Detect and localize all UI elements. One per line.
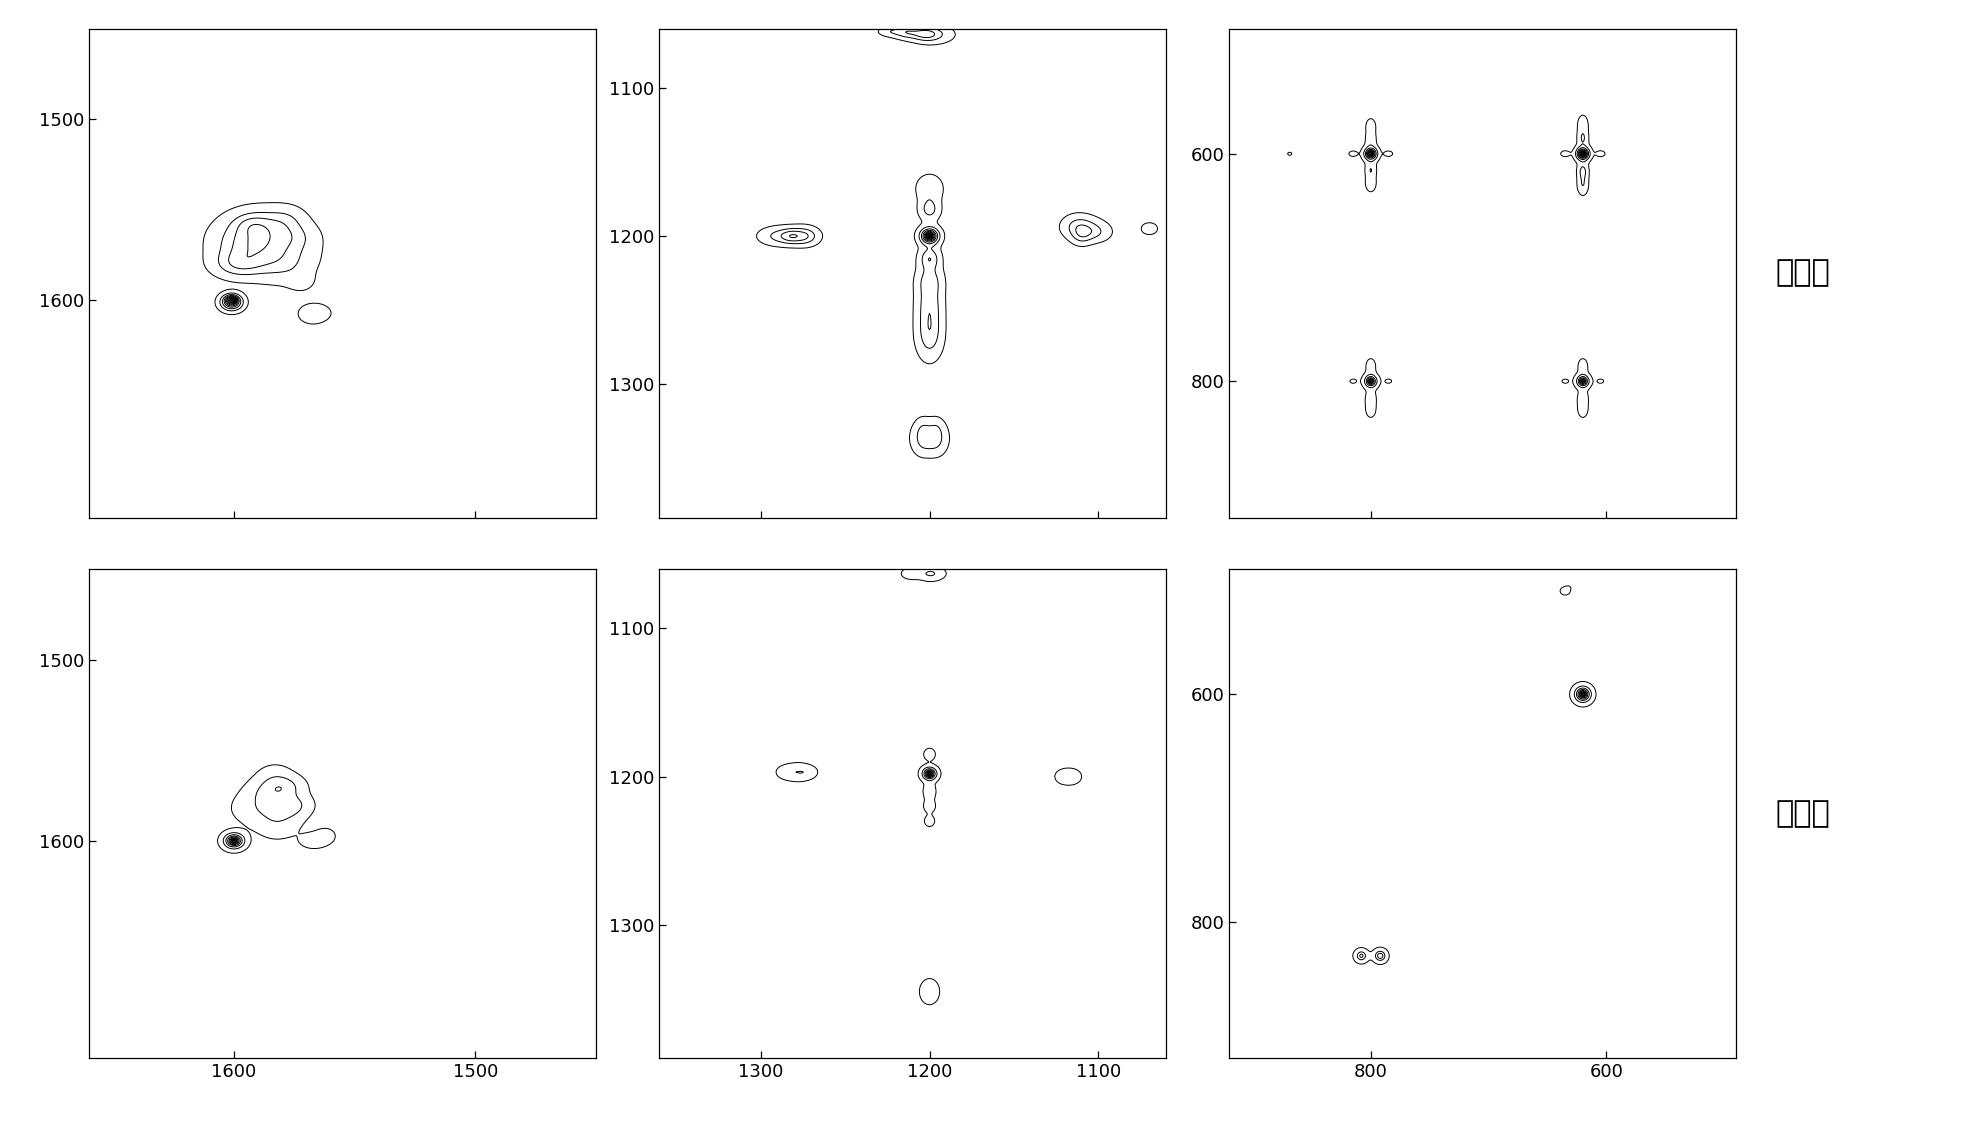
Text: 同步谱: 同步谱: [1776, 259, 1831, 287]
Text: 异步谱: 异步谱: [1776, 800, 1831, 828]
